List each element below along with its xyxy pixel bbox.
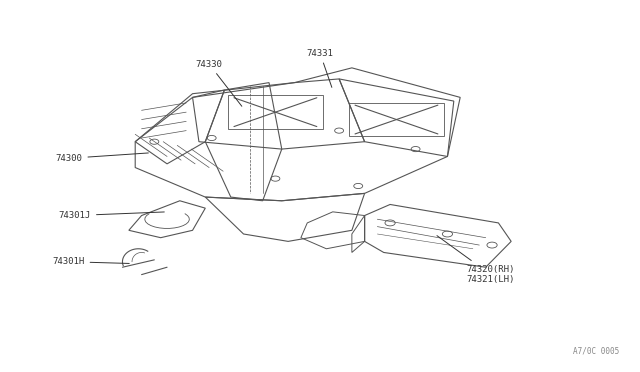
Text: 74301H: 74301H	[52, 257, 129, 266]
Text: 74320(RH)
74321(LH): 74320(RH) 74321(LH)	[437, 235, 515, 284]
Text: 74301J: 74301J	[59, 211, 164, 220]
Text: A7/0C 0005: A7/0C 0005	[573, 347, 620, 356]
Text: 74330: 74330	[196, 60, 242, 106]
Text: 74300: 74300	[56, 153, 148, 163]
Text: 74331: 74331	[307, 49, 333, 87]
